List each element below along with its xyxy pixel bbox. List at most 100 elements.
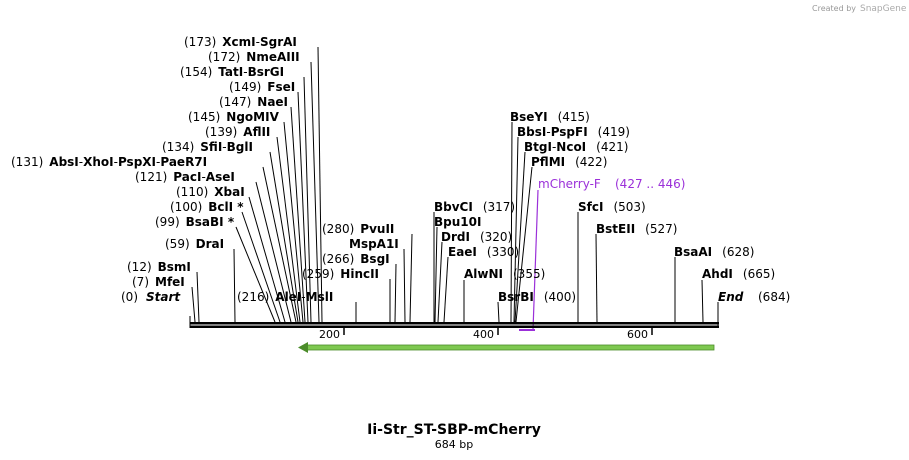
name-separator: - <box>201 170 205 184</box>
start-label: Start <box>146 290 181 304</box>
enzyme-name: PspXI <box>118 155 156 169</box>
site-label: (110) XbaI <box>176 185 245 199</box>
line-nmeaiii <box>310 61 320 323</box>
site-position: (12) <box>127 260 152 274</box>
enzyme-name: BstEII <box>596 222 635 236</box>
enzyme-name: DraI <box>196 237 224 251</box>
sequence-length: 684 bp <box>435 438 473 451</box>
site-position: (259) <box>302 267 334 281</box>
start-pos: (0) <box>121 290 138 304</box>
enzyme-name: XcmI <box>222 35 255 49</box>
enzyme-name: FseI <box>267 80 295 94</box>
site-position: (280) <box>322 222 354 236</box>
enzyme-name: BsrBI <box>498 290 534 304</box>
site-position: (121) <box>135 170 167 184</box>
site-label: BbvCI (317) <box>434 200 515 214</box>
line-xcmi <box>317 46 323 323</box>
site-label: BsrBI (400) <box>498 290 576 304</box>
enzyme-name: BsaAI <box>674 245 712 259</box>
enzyme-name: BsmI <box>158 260 191 274</box>
site-position: (147) <box>219 95 251 109</box>
enzyme-name: BclI * <box>208 200 244 214</box>
site-labels: (173) XcmI - SgrAI (172) NmeAIII (154) TatI -… <box>11 35 775 304</box>
line-ahdi <box>701 279 704 323</box>
enzyme-name: PvuII <box>360 222 394 236</box>
end-pos: (684) <box>758 290 790 304</box>
site-label: Bpu10I <box>434 215 481 229</box>
site-position: (355) <box>513 267 545 281</box>
enzyme-name: XbaI <box>214 185 244 199</box>
enzyme-name: PacI <box>173 170 201 184</box>
enzyme-name: BglI <box>227 140 253 154</box>
enzyme-name: EaeI <box>448 245 477 259</box>
enzyme-name: MslI <box>306 290 334 304</box>
primer-mcherry-f: mCherry-F (427 .. 446) <box>519 177 685 331</box>
site-position: (330) <box>487 245 519 259</box>
enzyme-name: PflMI <box>531 155 565 169</box>
site-label: (172) NmeAIII <box>208 50 300 64</box>
enzyme-name: AlwNI <box>464 267 503 281</box>
site-label: (121) PacI - AseI <box>135 170 235 184</box>
line-aflii <box>276 136 301 323</box>
enzyme-name: MfeI <box>155 275 185 289</box>
line-drai <box>233 248 236 323</box>
site-label: (131) AbsI - XhoI - PspXI - PaeR7I <box>11 155 207 169</box>
tick-label-200: 200 <box>319 328 340 341</box>
line-bsgi <box>394 263 397 323</box>
site-position: (99) <box>155 215 180 229</box>
name-separator: - <box>552 140 556 154</box>
site-label: (173) XcmI - SgrAI <box>184 35 297 49</box>
site-position: (422) <box>575 155 607 169</box>
site-position: (110) <box>176 185 208 199</box>
site-position: (320) <box>480 230 512 244</box>
line-pvuii <box>409 233 413 323</box>
enzyme-name: BsrGI <box>248 65 285 79</box>
site-position: (317) <box>483 200 515 214</box>
site-position: (419) <box>598 125 630 139</box>
enzyme-name: NmeAIII <box>246 50 299 64</box>
line-bsmi <box>196 271 200 323</box>
enzyme-name: NaeI <box>257 95 288 109</box>
site-position: (7) <box>132 275 149 289</box>
enzyme-name: AhdI <box>702 267 733 281</box>
site-position: (266) <box>322 252 354 266</box>
site-position: (139) <box>205 125 237 139</box>
line-bsrbi <box>497 301 500 323</box>
enzyme-name: NcoI <box>556 140 586 154</box>
line-xbai <box>248 196 286 323</box>
site-label: AhdI (665) <box>702 267 775 281</box>
site-label: EaeI (330) <box>448 245 519 259</box>
site-position: (149) <box>229 80 261 94</box>
site-label: BstEII (527) <box>596 222 677 236</box>
site-label: (147) NaeI <box>219 95 288 109</box>
credit-brand: SnapGene <box>860 4 907 14</box>
enzyme-name: DrdI <box>441 230 470 244</box>
line-pflmi <box>515 166 533 323</box>
site-position: (145) <box>188 110 220 124</box>
site-label: SfcI (503) <box>578 200 646 214</box>
site-label: (216) AleI - MslI <box>237 290 333 304</box>
tick-label-400: 400 <box>473 328 494 341</box>
line-sfii <box>269 151 299 323</box>
enzyme-name: SfcI <box>578 200 603 214</box>
site-position: (503) <box>613 200 645 214</box>
enzyme-name: BbsI <box>517 125 546 139</box>
site-label: (259) HincII <box>302 267 379 281</box>
enzyme-name: SgrAI <box>260 35 297 49</box>
line-drdi <box>437 241 443 323</box>
site-label: (100) BclI * <box>170 200 244 214</box>
line-ngomiv <box>283 121 304 323</box>
enzyme-name: XhoI <box>83 155 114 169</box>
name-separator: - <box>546 125 550 139</box>
enzyme-name: AseI <box>206 170 235 184</box>
site-label: (139) AflII <box>205 125 270 139</box>
site-label: (149) FseI <box>229 80 295 94</box>
site-label: BbsI - PspFI (419) <box>517 125 630 139</box>
site-label: (7) MfeI <box>132 275 185 289</box>
backbone <box>189 316 719 328</box>
site-label: (59) DraI <box>165 237 224 251</box>
enzyme-name: BsaBI * <box>186 215 235 229</box>
site-position: (400) <box>544 290 576 304</box>
tick-label-600: 600 <box>627 328 648 341</box>
